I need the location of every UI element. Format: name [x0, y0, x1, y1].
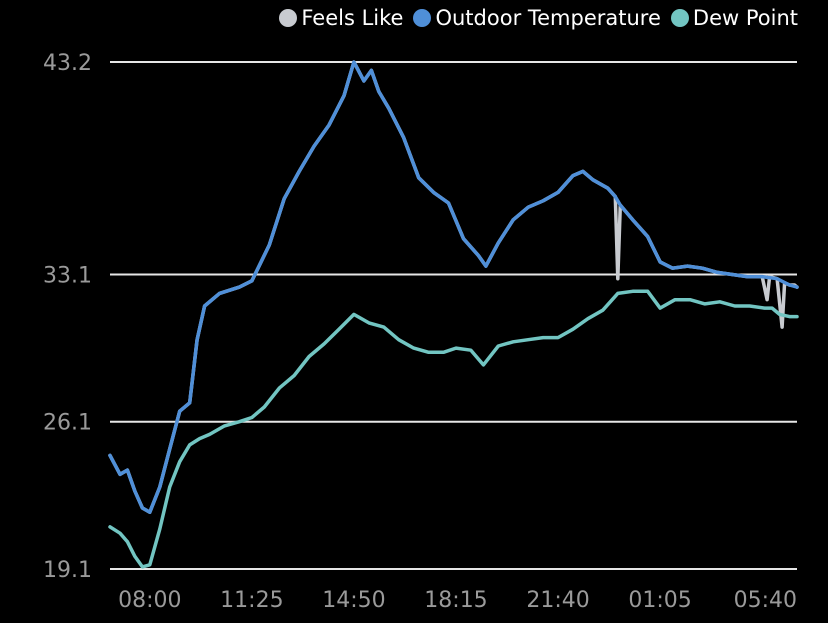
x-tick-label: 01:05 — [628, 588, 691, 613]
gridlines — [110, 61, 797, 570]
legend-label: Dew Point — [692, 6, 798, 30]
series-line-outdoor-temperature — [108, 60, 799, 514]
legend-item[interactable]: Feels Like — [279, 6, 403, 30]
x-tick-label: 08:00 — [118, 588, 181, 613]
x-tick-label: 05:40 — [734, 588, 797, 613]
legend-item[interactable]: Dew Point — [670, 6, 798, 30]
legend-label: Outdoor Temperature — [435, 6, 661, 30]
legend-item[interactable]: Outdoor Temperature — [413, 6, 661, 30]
x-tick-label: 14:50 — [322, 588, 385, 613]
y-tick-label: 19.1 — [43, 558, 92, 583]
x-tick-label: 18:15 — [424, 588, 487, 613]
x-tick-label: 11:25 — [220, 588, 283, 613]
series-line-dew-point — [108, 289, 799, 569]
series-line-feels-like — [108, 60, 799, 514]
legend-swatch-icon — [670, 9, 689, 27]
legend-label: Feels Like — [301, 6, 404, 30]
chart-legend[interactable]: Feels Like Outdoor Temperature Dew Point — [279, 6, 798, 30]
legend-swatch-icon — [279, 9, 298, 27]
y-tick-label: 33.1 — [43, 263, 92, 288]
legend-swatch-icon — [413, 9, 432, 27]
y-tick-label: 43.2 — [43, 51, 92, 76]
y-tick-labels: 43.2 33.1 26.1 19.1 — [43, 51, 92, 583]
series-lines — [108, 60, 799, 569]
x-tick-labels: 08:00 11:25 14:50 18:15 21:40 01:05 05:40 — [118, 588, 797, 613]
y-tick-label: 26.1 — [43, 411, 92, 436]
x-tick-label: 21:40 — [526, 588, 589, 613]
